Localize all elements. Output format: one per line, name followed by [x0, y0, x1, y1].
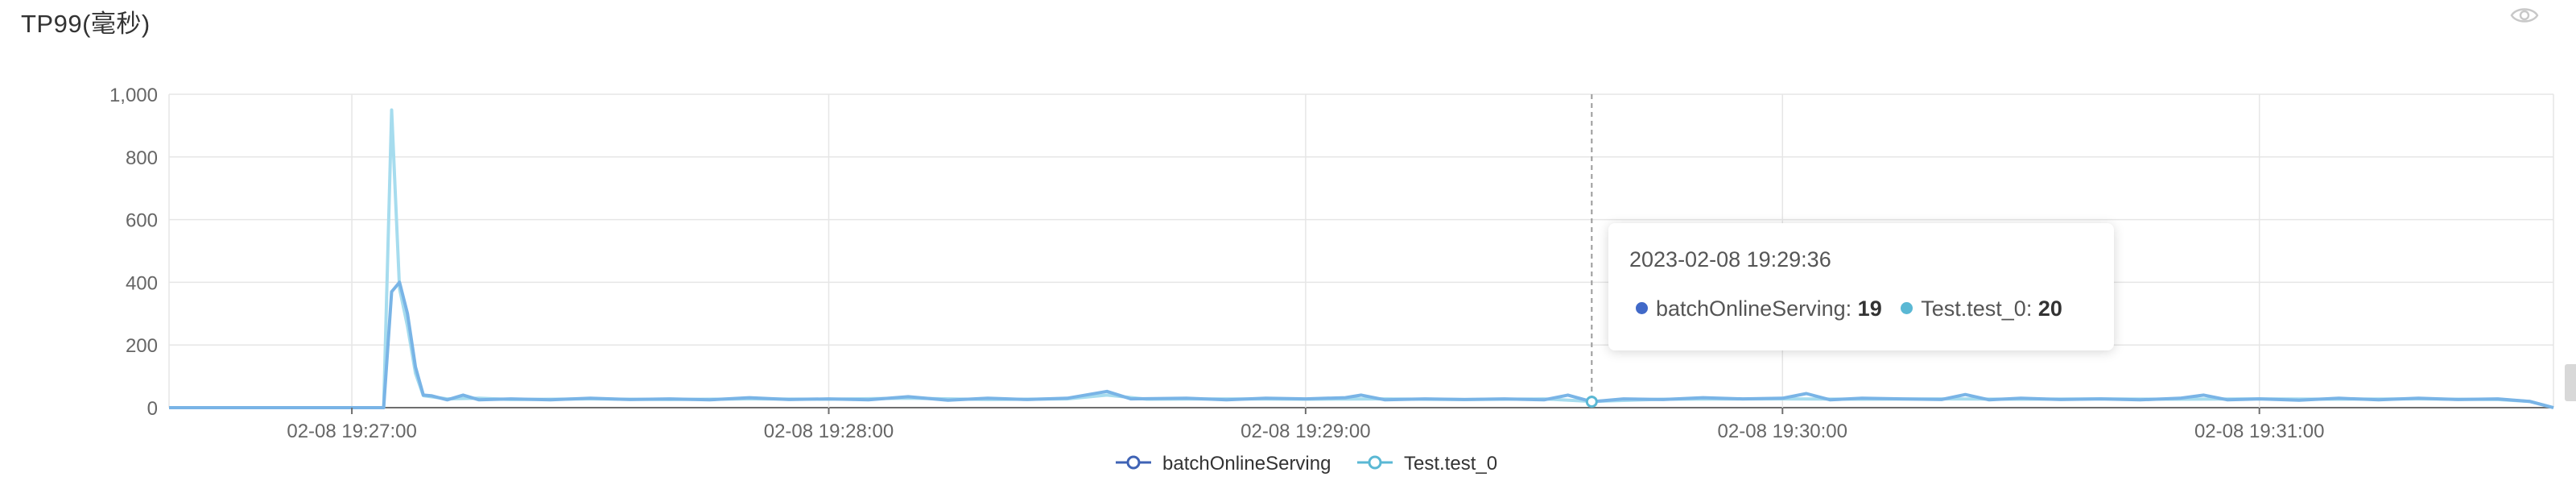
- x-tick-label: 02-08 19:28:00: [764, 421, 894, 442]
- y-tick-label: 0: [147, 398, 158, 420]
- legend-label: batchOnlineServing: [1162, 453, 1331, 475]
- x-axis: 02-08 19:27:00 02-08 19:28:00 02-08 19:29:…: [287, 408, 2324, 442]
- chart-grid: [168, 93, 2554, 408]
- series-line-batchonlineserving: [169, 280, 2554, 409]
- hover-point: [1585, 396, 1598, 408]
- legend-marker: [1368, 455, 1382, 470]
- side-panel-handle[interactable]: [2565, 364, 2576, 401]
- hover-marker: [1585, 396, 1598, 408]
- tooltip-series-name: Test.test_0: [1921, 296, 2026, 321]
- series-dot-test-test-0: [1901, 302, 1913, 315]
- tooltip-series-value: 19: [1857, 296, 1882, 321]
- tooltip-values: batchOnlineServing: 19 Test.test_0: 20: [1629, 296, 2093, 321]
- legend-marker: [1126, 455, 1141, 470]
- x-tick-label: 02-08 19:27:00: [287, 421, 416, 442]
- legend-item[interactable]: batchOnlineServing: [1116, 453, 1331, 475]
- chart-tooltip: 2023-02-08 19:29:36 batchOnlineServing: …: [1608, 223, 2114, 350]
- y-tick-label: 200: [126, 335, 158, 357]
- series-lines: [169, 108, 2554, 409]
- y-tick-label: 600: [126, 210, 158, 232]
- chart-legend: batchOnlineServing Test.test_0: [1116, 453, 1497, 475]
- x-tick-label: 02-08 19:31:00: [2194, 421, 2324, 442]
- x-tick-label: 02-08 19:30:00: [1718, 421, 1847, 442]
- series-line-test-test-0: [169, 108, 2554, 409]
- series-dot-batch-online-serving: [1636, 302, 1648, 315]
- y-axis: 0 200 400 600 800 1,000: [109, 85, 158, 420]
- legend-item[interactable]: Test.test_0: [1357, 453, 1497, 475]
- legend-label: Test.test_0: [1404, 453, 1497, 475]
- tooltip-series-name: batchOnlineServing: [1656, 296, 1846, 321]
- tooltip-series-value: 20: [2037, 296, 2062, 321]
- eye-icon[interactable]: [2510, 5, 2539, 26]
- tooltip-time: 2023-02-08 19:29:36: [1629, 247, 1831, 272]
- y-tick-label: 800: [126, 147, 158, 169]
- x-tick-label: 02-08 19:29:00: [1241, 421, 1370, 442]
- y-tick-label: 400: [126, 272, 158, 294]
- panel-title: TP99(毫秒): [21, 10, 151, 38]
- y-tick-label: 1,000: [109, 85, 158, 106]
